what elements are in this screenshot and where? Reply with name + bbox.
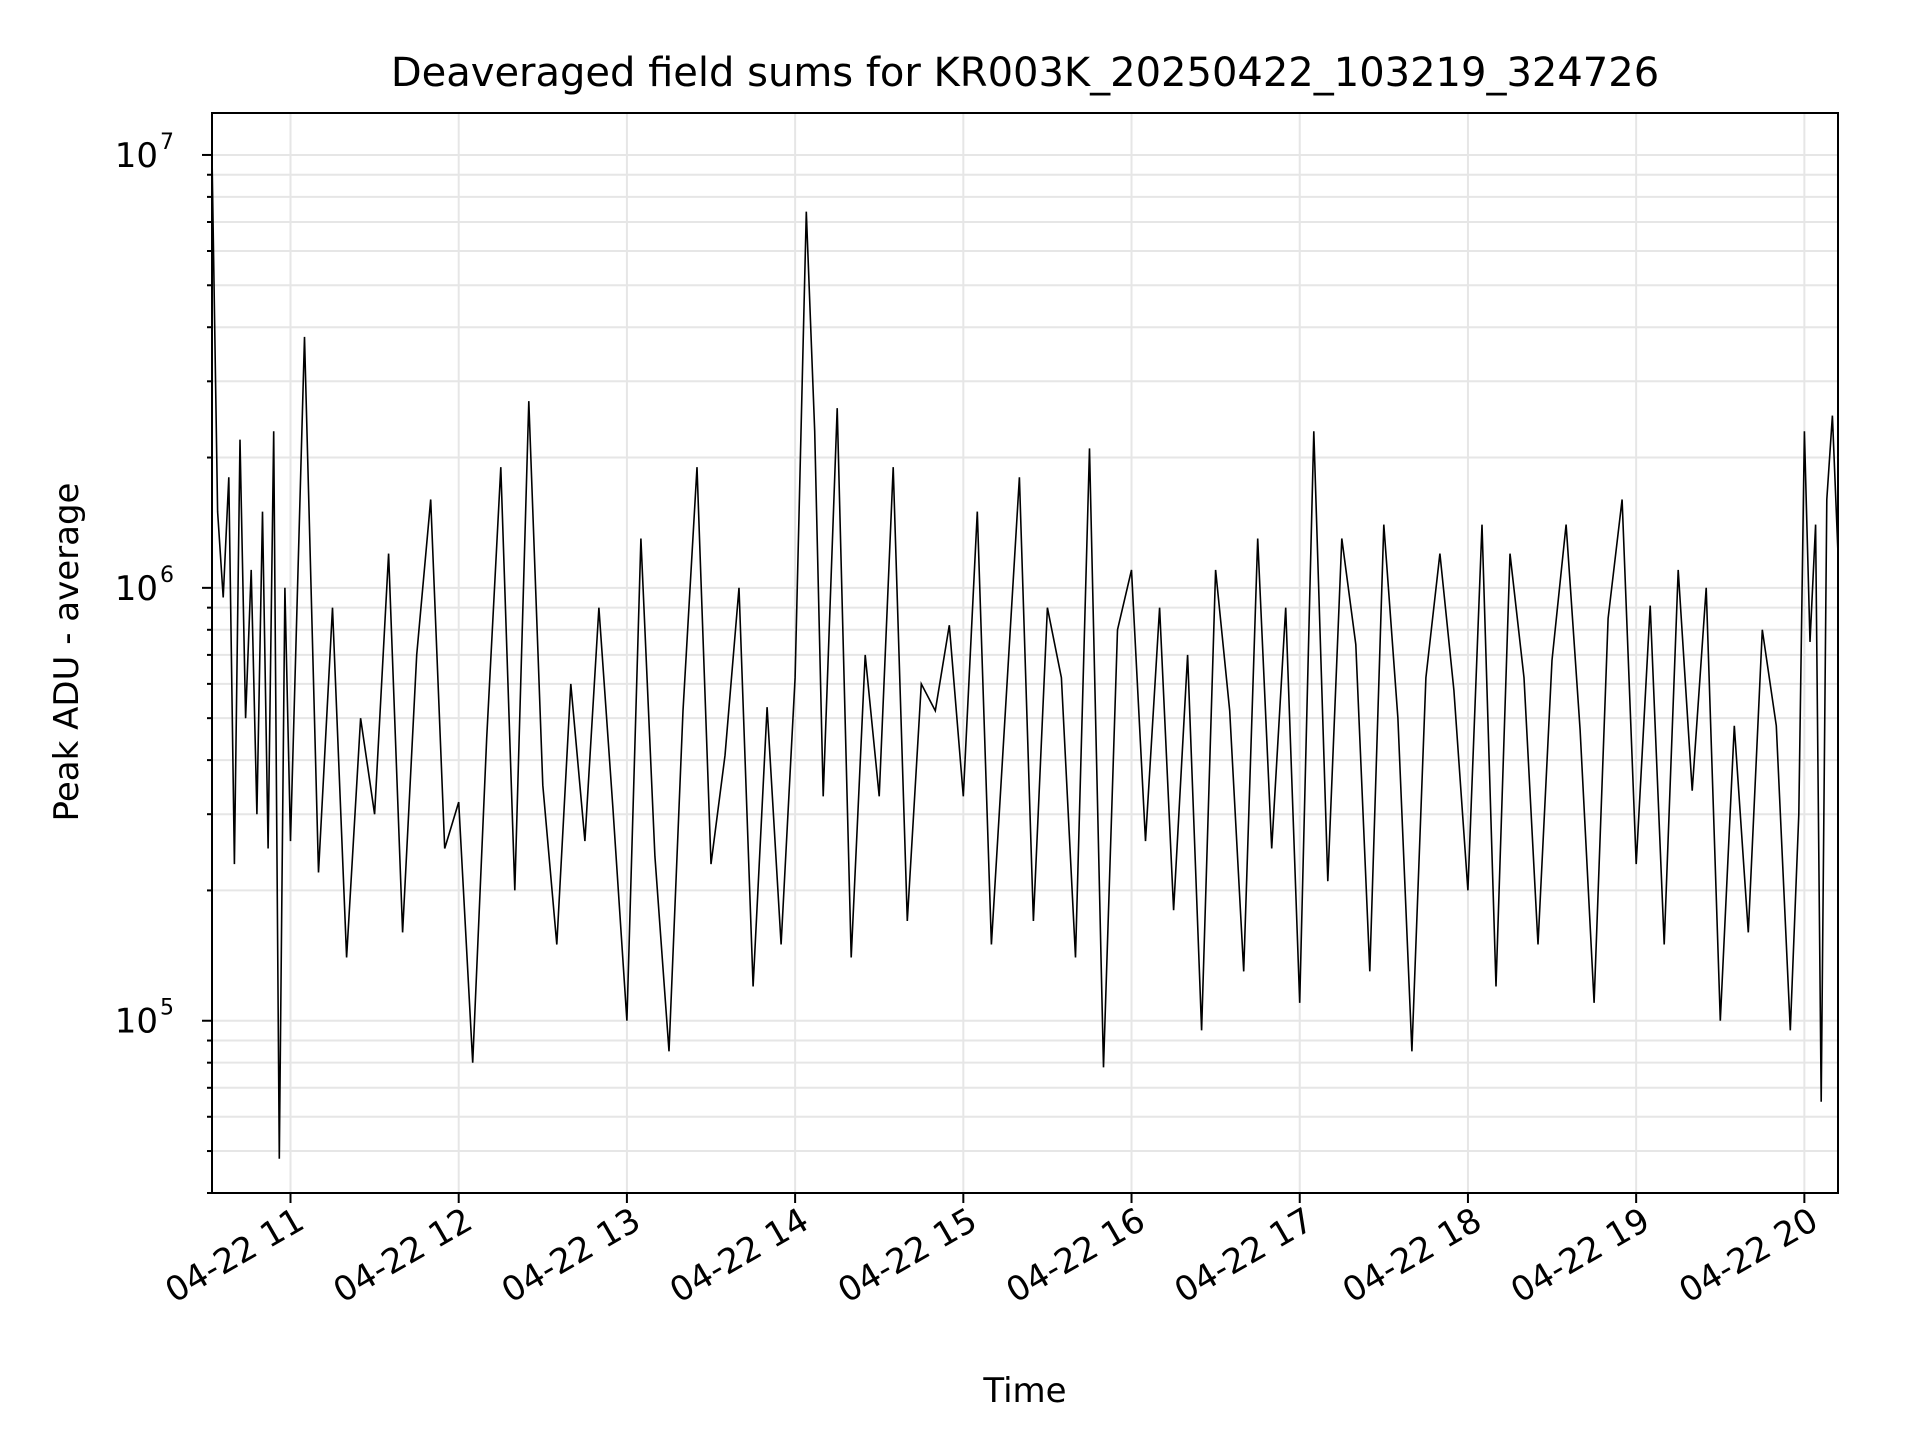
x-axis-label: Time (982, 1371, 1066, 1411)
plot-frame (211, 112, 1839, 1194)
y-tick-label: 10 (115, 136, 158, 176)
y-axis-label: Peak ADU - average (47, 483, 87, 822)
y-tick-label-exponent: 7 (160, 130, 174, 155)
series-layer (211, 154, 1839, 1159)
y-tick-label: 10 (115, 1002, 158, 1042)
y-tick-label-exponent: 6 (160, 563, 174, 588)
series-line (211, 154, 1839, 1159)
chart-title: Deaveraged field sums for KR003K_2025042… (391, 50, 1659, 96)
y-tick-label: 10 (115, 569, 158, 609)
y-tick-label-exponent: 5 (160, 996, 174, 1021)
